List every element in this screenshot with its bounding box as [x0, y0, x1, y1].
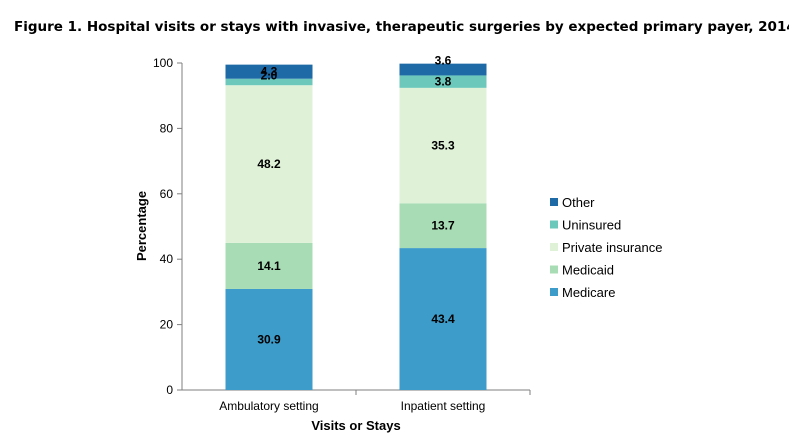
y-tick-label: 40 [160, 252, 174, 266]
stacked-bar-chart: 0 20 40 60 80 100 Ambulatory setting Inpatient … [0, 0, 789, 446]
data-label: 35.3 [431, 139, 455, 153]
legend-swatch [550, 266, 558, 274]
legend-label: Other [562, 195, 595, 210]
y-tick-label: 20 [160, 318, 174, 332]
y-tick-label: 80 [160, 121, 174, 135]
x-tick-label: Inpatient setting [401, 399, 486, 413]
y-tick-label: 60 [160, 187, 174, 201]
legend: Other Uninsured Private insurance Medicaid M… [550, 195, 662, 300]
legend-swatch [550, 243, 558, 251]
y-tick-label: 0 [166, 383, 173, 397]
y-axis-title: Percentage [134, 191, 149, 261]
data-label: 48.2 [257, 157, 281, 171]
legend-label: Uninsured [562, 218, 621, 233]
legend-swatch [550, 288, 558, 296]
x-axis-title: Visits or Stays [311, 418, 400, 433]
data-label: 43.4 [431, 312, 455, 326]
y-tick-label: 100 [153, 56, 173, 70]
legend-label: Medicare [562, 285, 615, 300]
data-label: 3.6 [435, 54, 452, 68]
legend-swatch [550, 198, 558, 206]
data-label: 14.1 [257, 259, 281, 273]
data-label: 30.9 [257, 332, 281, 346]
data-label: 4.3 [261, 65, 278, 79]
legend-swatch [550, 221, 558, 229]
legend-label: Medicaid [562, 263, 614, 278]
legend-label: Private insurance [562, 240, 662, 255]
x-tick-label: Ambulatory setting [219, 399, 318, 413]
data-label: 13.7 [431, 219, 455, 233]
data-label: 3.8 [435, 75, 452, 89]
